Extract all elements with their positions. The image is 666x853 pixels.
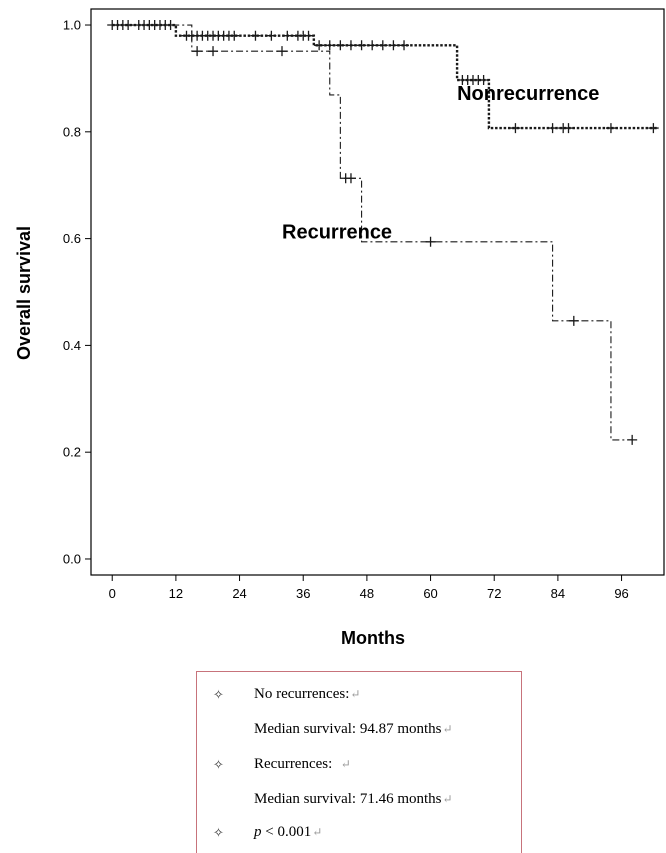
return-icon: ↵ — [442, 792, 453, 806]
censor-mark — [388, 40, 399, 51]
censor-mark — [314, 40, 325, 51]
p-symbol: p — [254, 824, 262, 840]
censor-mark — [277, 46, 287, 57]
censor-mark — [563, 123, 574, 134]
censor-mark — [107, 20, 118, 31]
legend-p-value: p < 0.001↵ — [254, 824, 322, 841]
censor-mark — [648, 123, 659, 134]
x-tick-label: 48 — [360, 586, 374, 601]
x-tick-label: 36 — [296, 586, 310, 601]
series-label: Nonrecurrence — [457, 83, 599, 105]
censor-mark — [266, 30, 277, 41]
recurrences-label: Recurrences: — [254, 756, 333, 772]
return-icon: ↵ — [350, 687, 361, 701]
censor-mark — [605, 123, 616, 134]
censor-mark — [335, 40, 346, 51]
censor-mark — [478, 75, 489, 86]
censor-mark — [425, 236, 436, 247]
y-tick-label: 0.4 — [63, 338, 81, 353]
y-tick-label: 0.2 — [63, 445, 81, 460]
censor-mark — [399, 40, 410, 51]
x-tick-label: 24 — [232, 586, 246, 601]
y-axis: 0.0 0.2 0.4 0.6 0.8 1.0 — [63, 18, 91, 566]
y-tick-label: 0.8 — [63, 124, 81, 139]
x-tick-label: 60 — [423, 586, 437, 601]
y-axis-title: Overall survival — [14, 226, 34, 360]
no-recurrences-label: No recurrences: — [254, 686, 350, 702]
y-tick-label: 0.0 — [63, 551, 81, 566]
censor-mark — [324, 40, 335, 51]
censor-mark — [208, 46, 219, 57]
legend-box: ✧ No recurrences:↵ Median survival: 94.8… — [196, 671, 522, 853]
p-value-text: < 0.001 — [261, 824, 312, 840]
censor-mark — [510, 123, 521, 134]
legend-no-recurrences-median: Median survival: 94.87 months↵ — [254, 721, 453, 738]
return-icon: ↵ — [312, 825, 323, 839]
x-tick-label: 96 — [614, 586, 628, 601]
legend-bullet-icon: ✧ — [213, 688, 224, 703]
y-tick-label: 1.0 — [63, 18, 81, 33]
censor-mark — [192, 46, 203, 57]
censor-mark — [547, 123, 558, 134]
censor-mark — [345, 40, 356, 51]
censor-mark — [250, 30, 261, 41]
censor-mark — [356, 40, 367, 51]
x-tick-label: 0 — [109, 586, 116, 601]
censor-mark — [367, 40, 378, 51]
legend-no-recurrences: No recurrences:↵ — [254, 686, 360, 703]
series-label: Recurrence — [282, 222, 392, 244]
x-tick-label: 12 — [169, 586, 183, 601]
legend-recurrences-median: Median survival: 71.46 months↵ — [254, 791, 453, 808]
censor-mark — [345, 173, 356, 184]
no-recurrences-median: Median survival: 94.87 months — [254, 721, 442, 737]
series-label-layer: Nonrecurrence Recurrence — [282, 83, 599, 244]
legend-recurrences: Recurrences: ↵ — [254, 756, 351, 773]
x-axis: 0 12 24 36 48 60 72 84 96 — [109, 575, 629, 601]
censor-mark — [377, 40, 388, 51]
return-icon: ↵ — [442, 722, 453, 736]
recurrences-median: Median survival: 71.46 months — [254, 791, 442, 807]
km-survival-chart: 0.0 0.2 0.4 0.6 0.8 1.0 0 12 24 36 48 60 72 84 96 Non… — [14, 8, 665, 648]
censor-mark — [282, 30, 293, 41]
censor-mark — [303, 30, 314, 41]
x-axis-title: Months — [341, 628, 405, 648]
legend-bullet-icon: ✧ — [213, 826, 224, 841]
series-line — [112, 23, 659, 130]
legend-bullet-icon: ✧ — [213, 758, 224, 773]
return-icon: ↵ — [340, 757, 351, 771]
x-tick-label: 72 — [487, 586, 501, 601]
censor-mark — [568, 315, 579, 326]
series-layer — [107, 20, 659, 445]
y-tick-label: 0.6 — [63, 231, 81, 246]
plot-frame — [90, 8, 665, 576]
censor-mark — [229, 30, 240, 41]
x-tick-label: 84 — [551, 586, 565, 601]
censor-mark — [627, 434, 638, 445]
